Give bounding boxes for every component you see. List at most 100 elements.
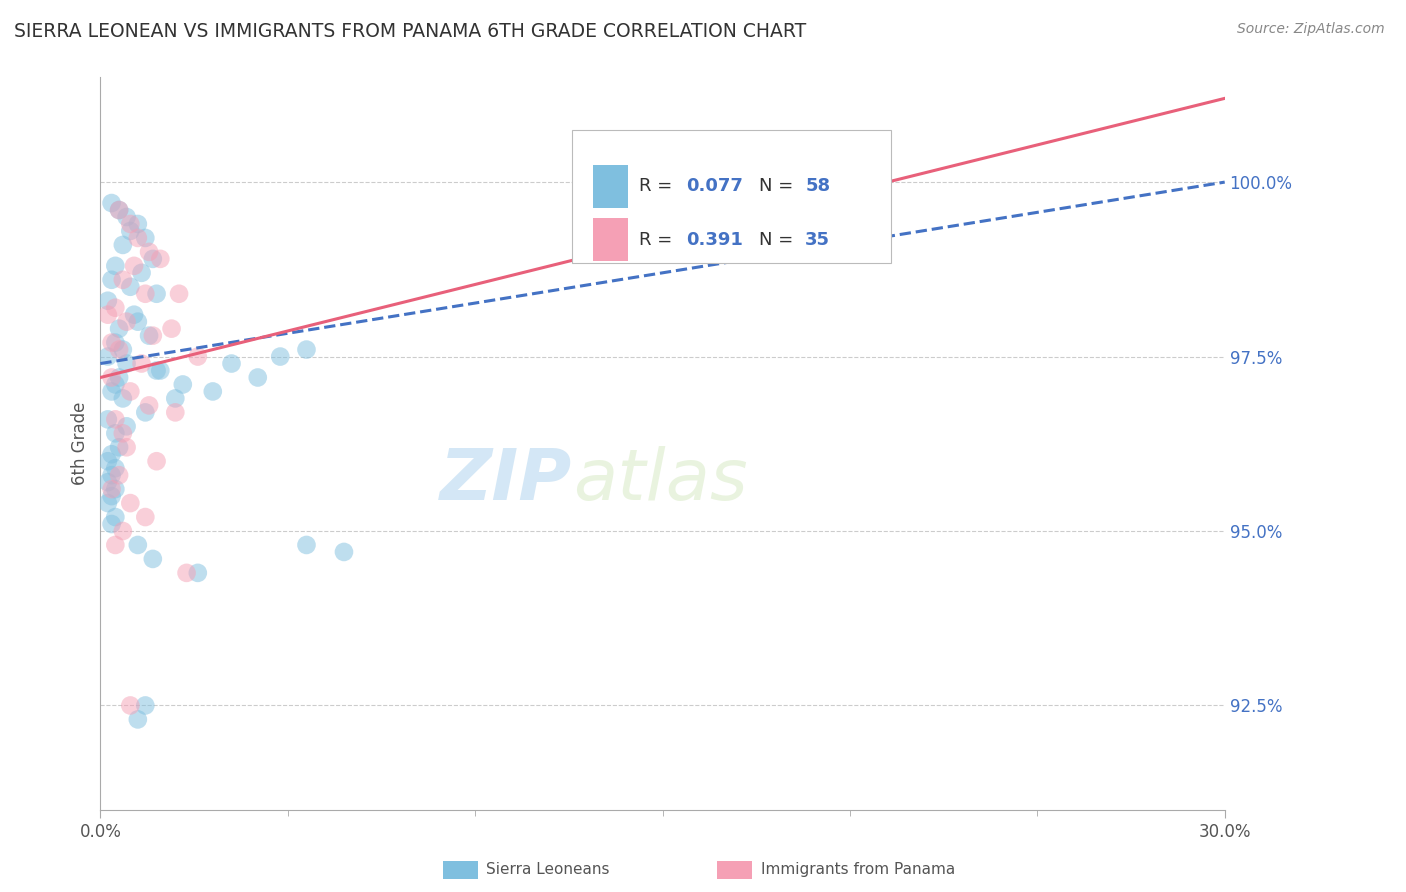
Point (127, 231, 149, 245)
Point (97, 475, 120, 490)
Point (97, 412, 120, 426)
Point (176, 566, 198, 580)
Point (97, 454, 120, 468)
Point (221, 357, 243, 371)
Point (131, 357, 153, 371)
Point (333, 545, 356, 559)
Point (149, 252, 172, 266)
Point (160, 321, 183, 335)
Point (120, 280, 142, 294)
Point (820, 196, 842, 211)
Point (201, 384, 224, 399)
Point (138, 328, 160, 343)
Point (97, 308, 120, 322)
Point (104, 482, 127, 496)
Point (295, 538, 318, 552)
Point (115, 419, 138, 434)
Point (104, 301, 127, 315)
Point (127, 217, 149, 231)
Point (165, 405, 187, 419)
Point (172, 377, 194, 392)
Point (111, 524, 134, 538)
Point (115, 210, 138, 224)
Text: ZIP: ZIP (440, 446, 572, 515)
Point (100, 468, 122, 483)
Point (120, 217, 142, 231)
Text: 0.391: 0.391 (686, 231, 742, 249)
Point (269, 350, 291, 364)
Point (108, 440, 131, 454)
Point (104, 510, 127, 524)
Text: SIERRA LEONEAN VS IMMIGRANTS FROM PANAMA 6TH GRADE CORRELATION CHART: SIERRA LEONEAN VS IMMIGRANTS FROM PANAMA… (14, 22, 806, 41)
Text: Source: ZipAtlas.com: Source: ZipAtlas.com (1237, 22, 1385, 37)
Text: N =: N = (759, 231, 799, 249)
Text: 0.077: 0.077 (686, 178, 742, 195)
Point (100, 447, 122, 461)
Point (120, 224, 142, 238)
Point (134, 510, 156, 524)
Point (134, 405, 156, 419)
Point (100, 516, 122, 531)
Point (111, 392, 134, 406)
Point (295, 343, 318, 357)
Point (167, 286, 190, 301)
Point (122, 259, 145, 273)
Point (115, 440, 138, 454)
Text: R =: R = (640, 231, 678, 249)
Point (127, 315, 149, 329)
Point (100, 335, 122, 350)
Text: Immigrants from Panama: Immigrants from Panama (761, 863, 955, 877)
Point (122, 308, 145, 322)
Point (142, 552, 165, 566)
Point (134, 231, 156, 245)
Point (100, 273, 122, 287)
Point (801, 202, 824, 217)
Point (108, 370, 131, 384)
Point (134, 698, 156, 713)
Point (115, 357, 138, 371)
Point (115, 315, 138, 329)
Y-axis label: 6th Grade: 6th Grade (72, 402, 89, 485)
Point (111, 238, 134, 252)
Point (104, 259, 127, 273)
Point (104, 538, 127, 552)
Point (145, 363, 167, 377)
Point (138, 244, 160, 259)
Point (100, 482, 122, 496)
Point (97, 496, 120, 510)
Point (108, 468, 131, 483)
Text: 35: 35 (806, 231, 831, 249)
Point (187, 566, 209, 580)
Point (108, 202, 131, 217)
Point (100, 384, 122, 399)
Point (104, 335, 127, 350)
Point (104, 426, 127, 441)
Point (108, 343, 131, 357)
Point (97, 350, 120, 364)
Point (127, 713, 149, 727)
Point (120, 496, 142, 510)
Text: Sierra Leoneans: Sierra Leoneans (486, 863, 610, 877)
Point (134, 286, 156, 301)
Point (100, 196, 122, 211)
Point (108, 321, 131, 335)
Point (108, 202, 131, 217)
Point (111, 343, 134, 357)
Point (104, 461, 127, 475)
Point (100, 370, 122, 384)
Point (138, 398, 160, 412)
Point (97, 293, 120, 308)
Point (145, 454, 167, 468)
Text: N =: N = (759, 178, 799, 195)
Point (131, 266, 153, 280)
Text: atlas: atlas (572, 446, 747, 515)
Point (120, 698, 142, 713)
Point (246, 370, 269, 384)
Point (120, 384, 142, 399)
Point (149, 363, 172, 377)
Point (142, 252, 165, 266)
Text: R =: R = (640, 178, 678, 195)
Point (187, 350, 209, 364)
Point (165, 392, 187, 406)
Point (127, 538, 149, 552)
